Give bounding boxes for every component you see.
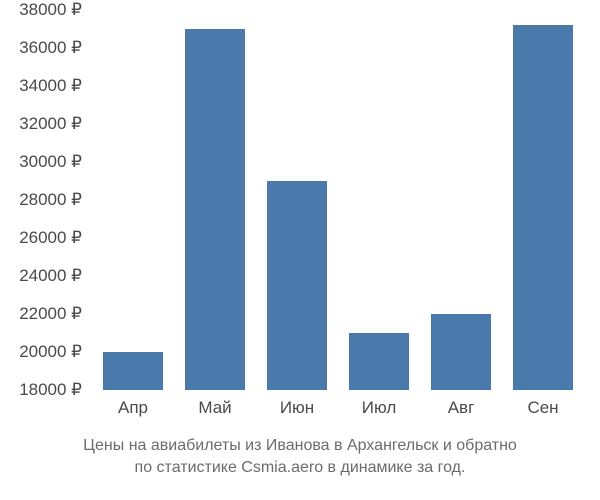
bar <box>513 25 573 390</box>
chart-container: 18000 ₽ 20000 ₽ 22000 ₽ 24000 ₽ 26000 ₽ 28000… <box>0 0 600 500</box>
bar <box>431 314 491 390</box>
chart-caption: Цены на авиабилеты из Иванова в Архангел… <box>0 435 600 480</box>
y-tick-label: 28000 ₽ <box>19 190 82 210</box>
plot-area <box>95 10 585 390</box>
y-tick-label: 18000 ₽ <box>19 380 82 400</box>
bar <box>103 352 163 390</box>
x-tick-label: Авг <box>448 398 475 418</box>
y-tick-label: 26000 ₽ <box>19 228 82 248</box>
y-tick-label: 38000 ₽ <box>19 0 82 20</box>
y-tick-label: 32000 ₽ <box>19 114 82 134</box>
y-tick-label: 30000 ₽ <box>19 152 82 172</box>
x-tick-label: Апр <box>118 398 148 418</box>
bar <box>185 29 245 390</box>
x-tick-label: Сен <box>527 398 558 418</box>
x-tick-label: Июл <box>362 398 397 418</box>
x-tick-label: Май <box>198 398 231 418</box>
x-axis: Апр Май Июн Июл Авг Сен <box>95 398 585 428</box>
x-tick-label: Июн <box>280 398 314 418</box>
caption-line-2: по статистике Csmia.aero в динамике за г… <box>135 459 466 476</box>
y-tick-label: 22000 ₽ <box>19 304 82 324</box>
bar <box>349 333 409 390</box>
y-tick-label: 36000 ₽ <box>19 38 82 58</box>
y-tick-label: 24000 ₽ <box>19 266 82 286</box>
y-tick-label: 34000 ₽ <box>19 76 82 96</box>
y-tick-label: 20000 ₽ <box>19 342 82 362</box>
bar <box>267 181 327 390</box>
caption-line-1: Цены на авиабилеты из Иванова в Архангел… <box>83 437 517 454</box>
y-axis: 18000 ₽20000 ₽22000 ₽24000 ₽26000 ₽28000… <box>0 10 90 390</box>
